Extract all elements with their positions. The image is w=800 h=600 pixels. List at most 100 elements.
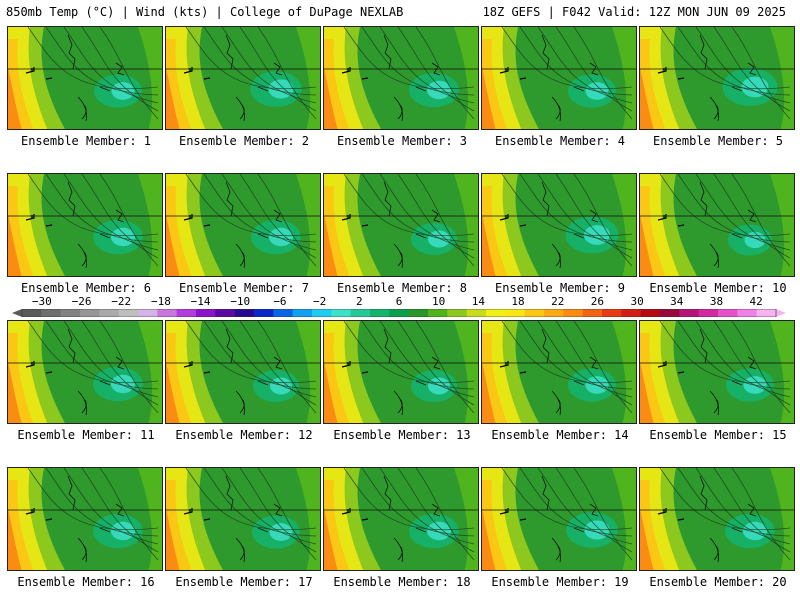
colorbar-segment xyxy=(466,309,487,317)
colorbar-segment xyxy=(99,309,120,317)
temperature-field-map xyxy=(166,27,320,129)
temperature-field-map xyxy=(166,468,320,570)
ensemble-map-panel xyxy=(481,26,637,130)
colorbar-segment xyxy=(640,309,661,317)
temperature-field-map xyxy=(166,174,320,276)
ensemble-member-label: Ensemble Member: 19 xyxy=(491,575,629,589)
colorbar-tick: −14 xyxy=(190,295,211,308)
temperature-field-map xyxy=(482,174,636,276)
ensemble-member-label: Ensemble Member: 13 xyxy=(333,428,471,442)
temperature-field-map xyxy=(8,174,162,276)
colorbar-tick: −2 xyxy=(313,295,327,308)
ensemble-member-label: Ensemble Member: 14 xyxy=(491,428,629,442)
colorbar-tick: −18 xyxy=(150,295,171,308)
colorbar-segment xyxy=(447,309,468,317)
map-title: 850mb Temp (°C) | Wind (kts) | College o… xyxy=(6,5,404,19)
ensemble-map-panel xyxy=(639,467,795,571)
colorbar-tick: −6 xyxy=(273,295,287,308)
colorbar-tick: 2 xyxy=(356,295,363,308)
ensemble-map-panel xyxy=(639,26,795,130)
temperature-field-map xyxy=(8,27,162,129)
ensemble-member-label: Ensemble Member: 1 xyxy=(20,134,152,148)
temperature-field-map xyxy=(482,321,636,423)
colorbar-segment xyxy=(602,309,622,317)
colorbar-segment xyxy=(331,309,352,317)
colorbar-tick: 14 xyxy=(471,295,485,308)
colorbar-tick: 34 xyxy=(670,295,684,308)
ensemble-member-label: Ensemble Member: 5 xyxy=(652,134,784,148)
colorbar-segment xyxy=(679,309,700,317)
ensemble-member-label: Ensemble Member: 9 xyxy=(494,281,626,295)
colorbar-tick: −30 xyxy=(31,295,52,308)
ensemble-map-panel xyxy=(323,320,479,424)
ensemble-member-label: Ensemble Member: 12 xyxy=(175,428,313,442)
colorbar-segment xyxy=(60,309,81,317)
ensemble-map-panel xyxy=(7,320,163,424)
colorbar-segment xyxy=(737,309,758,317)
temperature-field-map xyxy=(324,321,478,423)
ensemble-member-label: Ensemble Member: 18 xyxy=(333,575,471,589)
ensemble-member-label: Ensemble Member: 11 xyxy=(17,428,155,442)
colorbar-segment xyxy=(698,309,719,317)
colorbar-tick: −22 xyxy=(111,295,132,308)
temperature-field-map xyxy=(8,321,162,423)
ensemble-map-panel xyxy=(481,467,637,571)
temperature-colorbar xyxy=(12,309,786,317)
colorbar-segment xyxy=(157,309,178,317)
temperature-field-map xyxy=(482,468,636,570)
ensemble-map-panel xyxy=(7,467,163,571)
ensemble-member-label: Ensemble Member: 20 xyxy=(649,575,787,589)
temperature-field-map xyxy=(640,468,794,570)
temperature-field-map xyxy=(324,174,478,276)
temperature-field-map xyxy=(482,27,636,129)
ensemble-map-panel xyxy=(639,320,795,424)
run-valid-time: 18Z GEFS | F042 Valid: 12Z MON JUN 09 20… xyxy=(482,5,786,19)
colorbar-segment xyxy=(389,309,410,317)
colorbar-segment xyxy=(621,309,642,317)
ensemble-map-panel xyxy=(639,173,795,277)
colorbar-tick: 38 xyxy=(709,295,724,308)
ensemble-member-label: Ensemble Member: 17 xyxy=(175,575,313,589)
ensemble-map-panel xyxy=(7,173,163,277)
ensemble-member-label: Ensemble Member: 4 xyxy=(494,134,626,148)
colorbar-segment xyxy=(524,309,545,317)
ensemble-map-panel xyxy=(165,320,321,424)
ensemble-map-panel xyxy=(165,173,321,277)
ensemble-member-label: Ensemble Member: 2 xyxy=(178,134,310,148)
colorbar-tick: 6 xyxy=(395,295,403,308)
colorbar-segment xyxy=(563,309,584,317)
colorbar-segment xyxy=(408,309,429,317)
colorbar-segment xyxy=(41,309,62,317)
colorbar-segment xyxy=(718,309,738,317)
ensemble-map-panel xyxy=(323,173,479,277)
ensemble-member-label: Ensemble Member: 8 xyxy=(336,281,468,295)
colorbar-segment xyxy=(254,309,274,317)
ensemble-member-label: Ensemble Member: 3 xyxy=(336,134,468,148)
colorbar-segment xyxy=(196,309,216,317)
temperature-field-map xyxy=(640,174,794,276)
colorbar-segment xyxy=(582,309,603,317)
colorbar-segment xyxy=(350,309,371,317)
colorbar-segment xyxy=(273,309,294,317)
ensemble-map-panel xyxy=(165,467,321,571)
colorbar-segment xyxy=(80,309,100,317)
colorbar-segment xyxy=(505,309,526,317)
colorbar-tick: 30 xyxy=(630,295,644,308)
colorbar-min-arrow xyxy=(12,309,22,317)
colorbar-segment xyxy=(756,309,777,317)
colorbar-segment xyxy=(660,309,680,317)
colorbar-segment xyxy=(118,309,139,317)
colorbar-tick: 10 xyxy=(432,295,446,308)
colorbar-segment xyxy=(215,309,236,317)
colorbar-segment xyxy=(486,309,506,317)
colorbar-tick: −26 xyxy=(71,295,92,308)
temperature-field-map xyxy=(324,468,478,570)
temperature-field-map xyxy=(640,321,794,423)
colorbar-segment xyxy=(428,309,448,317)
colorbar-tick: 26 xyxy=(590,295,605,308)
ensemble-map-panel xyxy=(323,26,479,130)
ensemble-member-label: Ensemble Member: 16 xyxy=(17,575,155,589)
colorbar-segment xyxy=(234,309,255,317)
ensemble-map-panel xyxy=(7,26,163,130)
colorbar-tick: −10 xyxy=(230,295,251,308)
